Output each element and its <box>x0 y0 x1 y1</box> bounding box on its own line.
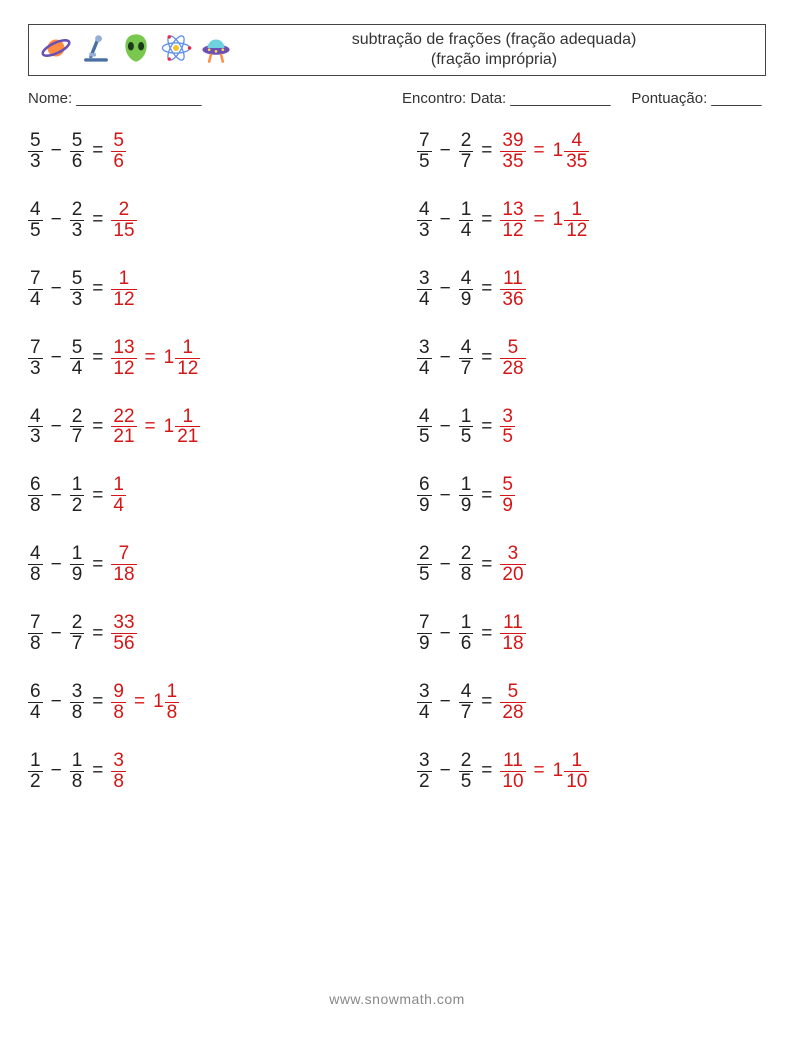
equation: 78−27=3356 <box>28 613 377 654</box>
footer-watermark: www.snowmath.com <box>0 991 794 1007</box>
equation: 25−28=320 <box>417 544 766 585</box>
title-line1: subtração de frações (fração adequada) <box>352 31 637 48</box>
header-box: subtração de frações (fração adequada) (… <box>28 24 766 76</box>
equation: 53−56=56 <box>28 131 377 172</box>
ufo-icon <box>199 31 233 70</box>
title-line2: (fração imprópria) <box>431 51 557 68</box>
equation: 64−38=98=118 <box>28 682 377 723</box>
atom-icon <box>159 31 193 70</box>
worksheet-title: subtração de frações (fração adequada) (… <box>233 30 765 70</box>
equation: 48−19=718 <box>28 544 377 585</box>
header-icons <box>29 31 233 70</box>
equation: 34−49=1136 <box>417 269 766 310</box>
equation: 69−19=59 <box>417 475 766 516</box>
equation: 73−54=1312=1112 <box>28 338 377 379</box>
equation: 75−27=3935=1435 <box>417 131 766 172</box>
alien-icon <box>119 31 153 70</box>
meta-row: Nome: _______________ Encontro: Data: __… <box>28 90 766 107</box>
date-field: Encontro: Data: ____________ <box>402 90 611 107</box>
equation: 45−15=35 <box>417 407 766 448</box>
equation: 12−18=38 <box>28 751 377 792</box>
name-field: Nome: _______________ <box>28 90 392 107</box>
equation: 43−14=1312=1112 <box>417 200 766 241</box>
equation: 32−25=1110=1110 <box>417 751 766 792</box>
equation: 34−47=528 <box>417 338 766 379</box>
equation: 34−47=528 <box>417 682 766 723</box>
score-field: Pontuação: ______ <box>631 90 761 107</box>
planet-icon <box>39 31 73 70</box>
equation: 43−27=2221=1121 <box>28 407 377 448</box>
equation: 79−16=1118 <box>417 613 766 654</box>
microscope-icon <box>79 31 113 70</box>
equation: 68−12=14 <box>28 475 377 516</box>
equation: 74−53=112 <box>28 269 377 310</box>
left-column: 53−56=56 45−23=215 74−53=112 73−54=1312=111… <box>28 131 377 792</box>
equation: 45−23=215 <box>28 200 377 241</box>
right-column: 75−27=3935=1435 43−14=1312=1112 34−49=1136… <box>377 131 766 792</box>
